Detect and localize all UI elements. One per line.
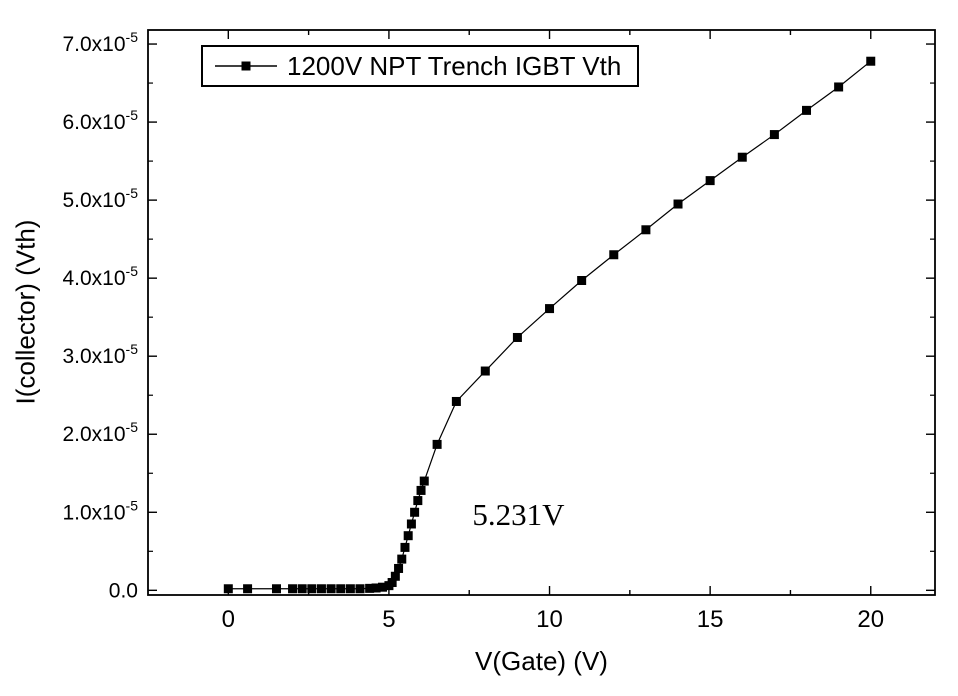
svg-text:5: 5 bbox=[382, 606, 395, 633]
threshold-annotation: 5.231V bbox=[472, 497, 565, 533]
svg-text:10: 10 bbox=[536, 606, 563, 633]
svg-text:4.0x10-5: 4.0x10-5 bbox=[62, 263, 138, 290]
legend: 1200V NPT Trench IGBT Vth bbox=[201, 45, 640, 87]
svg-text:3.0x10-5: 3.0x10-5 bbox=[62, 341, 138, 368]
svg-text:0.0: 0.0 bbox=[109, 579, 138, 602]
y-axis-title: I(collector) (Vth) bbox=[10, 219, 41, 405]
svg-text:0: 0 bbox=[222, 606, 235, 633]
legend-marker-icon bbox=[215, 61, 277, 71]
svg-text:15: 15 bbox=[697, 606, 724, 633]
svg-text:7.0x10-5: 7.0x10-5 bbox=[62, 29, 138, 56]
svg-text:5.0x10-5: 5.0x10-5 bbox=[62, 185, 138, 212]
x-axis-title: V(Gate) (V) bbox=[475, 646, 608, 676]
svg-text:20: 20 bbox=[857, 606, 884, 633]
svg-text:2.0x10-5: 2.0x10-5 bbox=[62, 419, 138, 446]
legend-label: 1200V NPT Trench IGBT Vth bbox=[287, 50, 622, 81]
svg-text:6.0x10-5: 6.0x10-5 bbox=[62, 107, 138, 134]
svg-text:1.0x10-5: 1.0x10-5 bbox=[62, 497, 138, 524]
